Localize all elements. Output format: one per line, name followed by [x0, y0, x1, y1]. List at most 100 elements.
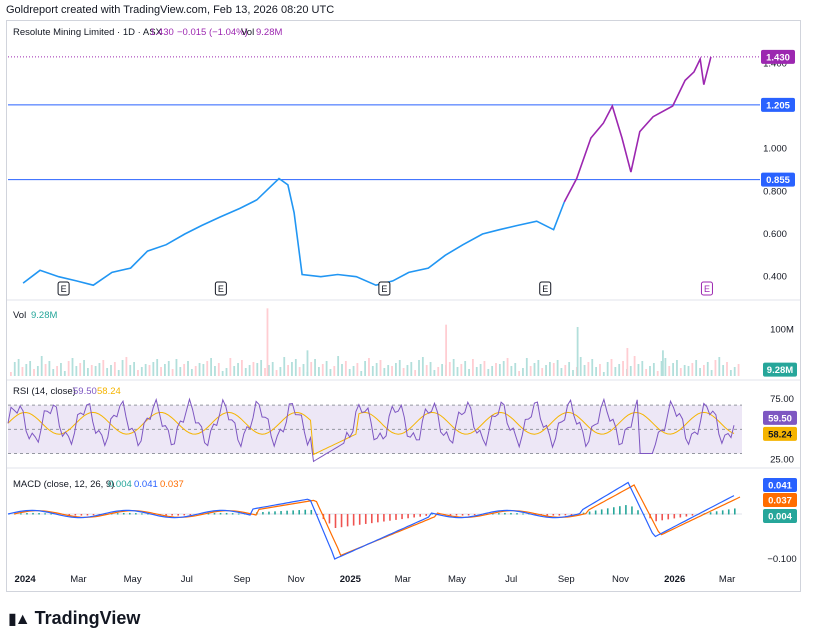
macd-histogram-bar — [655, 514, 657, 522]
rsi-line — [7, 397, 735, 463]
price-series-line — [22, 177, 566, 287]
volume-last-box — [763, 362, 797, 377]
volume-last-label: 9.28M — [767, 365, 793, 376]
volume-bar — [545, 365, 547, 376]
volume-bar — [48, 361, 51, 376]
volume-bar — [194, 366, 197, 376]
volume-bar — [121, 360, 124, 376]
macd-histogram-bar — [189, 514, 192, 516]
x-tick-label: Jul — [505, 574, 517, 585]
volume-bar — [352, 366, 355, 376]
earnings-marker — [539, 281, 552, 296]
volume-bar — [541, 368, 544, 376]
macd-last-label: 0.041 — [768, 481, 792, 492]
volume-bar — [703, 365, 705, 376]
volume-bar — [291, 362, 293, 376]
volume-bar — [63, 371, 66, 376]
macd-histogram-bar — [570, 514, 573, 516]
macd-histogram-bar — [304, 509, 307, 515]
macd-last-label: 0.004 — [768, 512, 792, 523]
volume-bar — [421, 357, 424, 376]
volume-bar — [252, 362, 255, 376]
volume-bar — [633, 356, 636, 376]
macd-histogram-bar — [86, 514, 89, 516]
tradingview-logo[interactable]: ▮▲ TradingView — [8, 608, 140, 629]
volume-bar — [98, 363, 101, 376]
macd-y-tick: −0.100 — [767, 554, 796, 565]
volume-bar — [217, 363, 220, 376]
volume-bar — [187, 361, 189, 376]
volume-bar — [679, 368, 682, 376]
macd-histogram-bar — [38, 513, 40, 515]
macd-histogram-bar — [358, 514, 361, 525]
macd-histogram-bar — [661, 514, 663, 521]
macd-histogram-bar — [262, 512, 264, 515]
volume-bar — [649, 366, 651, 376]
macd-histogram-bar — [625, 505, 627, 515]
macd-histogram-bar — [637, 510, 639, 515]
macd-histogram-bar — [673, 514, 676, 519]
macd-line — [7, 481, 735, 560]
macd-histogram-bar — [473, 514, 476, 516]
price-series-line-recent — [563, 56, 712, 203]
macd-histogram-bar — [461, 514, 464, 516]
volume-bar — [560, 368, 563, 376]
volume-bar — [410, 362, 413, 376]
volume-bar — [502, 361, 505, 376]
y-tick-label: 0.400 — [763, 272, 787, 283]
chart-canvas[interactable]: 2024 Mar May Jul Sep Nov 2025 Mar May Jul Sep Nov 20… — [0, 0, 816, 600]
macd-legend-label: MACD (close, 12, 26, 9) — [13, 479, 114, 490]
volume-bar — [468, 369, 470, 376]
x-tick-label: Mar — [719, 574, 735, 585]
volume-bar — [318, 367, 320, 376]
volume-bar — [622, 361, 624, 376]
volume-bar — [140, 367, 143, 376]
volume-bar — [321, 364, 324, 376]
volume-bar — [237, 363, 239, 376]
volume-bar — [167, 361, 170, 376]
volume-bar — [275, 370, 278, 376]
volume-bar — [221, 371, 224, 376]
volume-bar — [287, 365, 289, 376]
volume-bar — [144, 364, 147, 376]
volume-legend-label: Vol — [13, 310, 26, 321]
macd-histogram-bar — [419, 514, 421, 517]
volume-bar — [137, 370, 139, 376]
price-label: 0.855 — [766, 175, 790, 186]
volume-bar — [271, 362, 274, 376]
rsi-y-tick: 75.00 — [770, 394, 794, 405]
macd-histogram-bar — [395, 514, 397, 520]
volume-bar — [225, 368, 228, 376]
volume-bar — [572, 370, 574, 376]
volume-legend-value: 9.28M — [31, 310, 57, 321]
volume-bar — [360, 371, 363, 376]
rsi-ma-legend-value: 58.24 — [97, 386, 121, 397]
earnings-marker — [700, 281, 713, 296]
volume-spike-bar — [626, 348, 629, 376]
volume-bar — [637, 364, 640, 376]
volume-bar — [264, 368, 266, 376]
x-tick-label: Sep — [233, 574, 250, 585]
macd-histogram-bar — [558, 514, 561, 516]
volume-bar — [395, 363, 397, 376]
volume-bar — [10, 372, 12, 376]
symbol-legend: Resolute Mining Limited · 1D · ASX — [13, 27, 163, 38]
volume-bar — [79, 363, 82, 376]
macd-histogram-bar — [20, 513, 22, 515]
volume-bar — [333, 366, 336, 376]
macd-histogram-bar — [631, 506, 633, 515]
macd-hist-legend-value: 0.004 — [108, 479, 132, 490]
volume-bar — [113, 362, 116, 376]
volume-bar — [329, 369, 332, 376]
volume-bar — [587, 362, 590, 376]
volume-bar — [267, 365, 270, 376]
volume-spike-bar — [445, 324, 448, 376]
x-tick-label: Nov — [612, 574, 629, 585]
volume-bar — [726, 362, 728, 376]
volume-spike-bar — [576, 327, 579, 376]
last-price: 1.430 — [150, 27, 174, 38]
macd-histogram-bar — [449, 514, 452, 516]
macd-histogram-bar — [280, 511, 282, 515]
volume-spike-bar — [306, 350, 309, 376]
volume-bar — [229, 358, 232, 376]
